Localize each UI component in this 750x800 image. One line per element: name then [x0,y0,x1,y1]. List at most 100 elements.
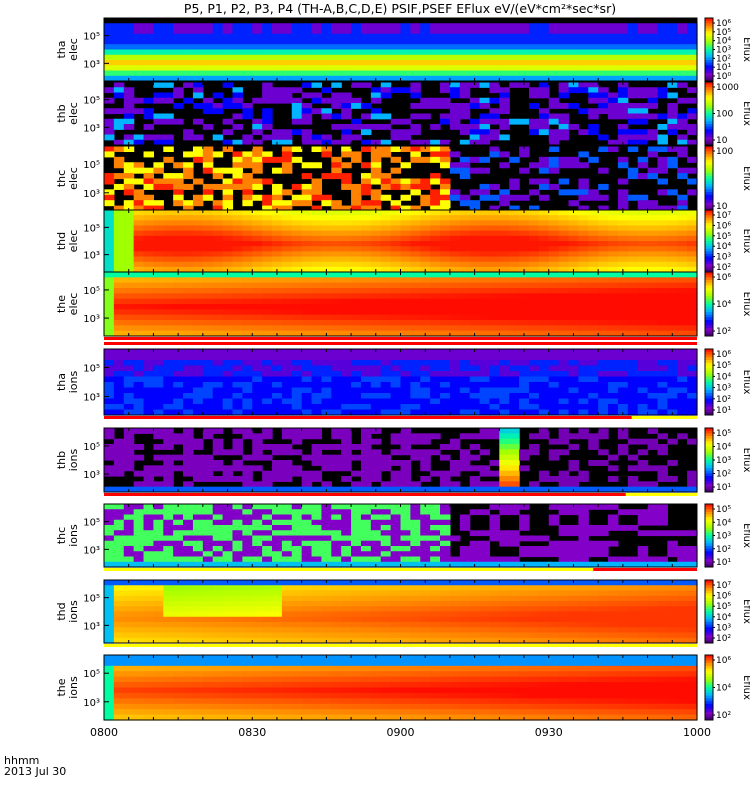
spectrogram-cell [183,173,194,180]
spectrogram-cell [104,561,115,568]
spectrogram-cell [173,465,184,472]
spectrogram-cell [202,371,214,378]
spectrogram-cell [321,314,332,321]
spectrogram-cell [232,220,243,227]
spectrogram-cell [222,530,234,537]
spectrogram-cell [360,251,372,258]
spectrogram-cell [459,23,471,30]
spectrogram-cell [677,272,688,278]
spectrogram-cell [242,486,253,493]
spectrogram-cell [291,470,303,477]
spectrogram-cell [113,44,125,51]
spectrogram-cell [608,44,619,51]
spectrogram-cell [420,225,431,232]
spectrogram-cell [380,314,392,321]
spectrogram-cell [163,28,174,35]
spectrogram-cell [192,540,204,547]
spectrogram-cell [568,349,579,356]
spectrogram-cell [469,49,481,56]
spectrogram-cell [637,387,649,394]
spectrogram-cell [113,330,125,337]
spectrogram-cell [163,134,174,141]
spectrogram-cell [440,118,451,125]
spectrogram-cell [548,167,560,174]
spectrogram-cell [262,433,273,440]
spectrogram-cell [449,360,461,367]
spectrogram-cell [262,428,273,434]
spectrogram-cell [301,398,313,405]
spectrogram-cell [528,60,540,66]
spectrogram-cell [459,39,471,45]
spectrogram-cell [459,241,471,247]
colorbar-swatch [705,67,713,72]
spectrogram-cell [242,382,253,389]
spectrogram-cell [321,220,332,227]
spectrogram-cell [598,235,609,242]
spectrogram-cell [370,60,382,66]
spectrogram-cell [509,309,520,316]
spectrogram-cell [222,220,234,227]
colorbar-label: Eflux [741,101,750,126]
spectrogram-cell [390,28,402,35]
spectrogram-cell [242,70,253,77]
spectrogram-cell [341,220,352,227]
spectrogram-cell [123,60,135,66]
spectrogram-cell [578,49,589,56]
spectrogram-cell [538,230,550,237]
spectrogram-cell [430,365,441,372]
spectrogram-cell [380,87,392,94]
spectrogram-cell [430,54,441,61]
spectrogram-cell [390,178,402,185]
spectrogram-cell [104,118,115,125]
spectrogram-cell [331,509,342,516]
spectrogram-cell [163,561,174,568]
spectrogram-cell [212,314,224,321]
spectrogram-cell [440,393,451,400]
spectrogram-cell [479,409,491,416]
spectrogram-cell [291,409,303,416]
spectrogram-cell [242,428,253,434]
spectrogram-cell [331,535,342,542]
spectrogram-cell [272,404,283,411]
spectrogram-cell [163,438,174,445]
colorbar-tick-label: 10⁶ [716,273,731,283]
spectrogram-cell [341,314,352,321]
colorbar-swatch [705,362,713,366]
spectrogram-cell [321,509,332,516]
spectrogram-cell [538,225,550,232]
spectrogram-cell [479,314,491,321]
spectrogram-cell [440,360,451,367]
spectrogram-cell [667,129,678,136]
colorbar-swatch [705,404,713,408]
spectrogram-cell [499,409,510,416]
spectrogram-cell [449,438,461,445]
spectrogram-cell [479,215,491,221]
spectrogram-cell [420,194,431,201]
spectrogram-cell [222,200,234,207]
colorbar-swatch [705,18,713,22]
spectrogram-cell [212,167,224,174]
spectrogram-cell [232,23,243,30]
spectrogram-cell [153,376,164,383]
spectrogram-cell [528,70,540,77]
spectrogram-cell [173,314,184,321]
spectrogram-cell [667,365,678,372]
spectrogram-cell [637,261,649,268]
spectrogram-cell [370,146,382,153]
spectrogram-cell [588,387,599,394]
spectrogram-cell [598,393,609,400]
spectrogram-cell [360,470,372,477]
spectrogram-cell [410,454,421,461]
spectrogram-cell [291,28,303,35]
spectrogram-cell [509,33,520,40]
spectrogram-cell [410,349,421,356]
spectrogram-cell [657,44,668,51]
spectrogram-cell [143,387,155,394]
spectrogram-cell [163,304,174,310]
spectrogram-cell [449,272,461,278]
colorbar-tick-label: 10⁴ [716,242,731,252]
spectrogram-cell [351,183,362,190]
spectrogram-cell [351,23,362,30]
spectrogram-cell [657,146,668,153]
panel-stack: 10⁵10³thaelec10⁶10⁵10⁴10³10²10¹10⁰Eflux1… [55,17,750,721]
